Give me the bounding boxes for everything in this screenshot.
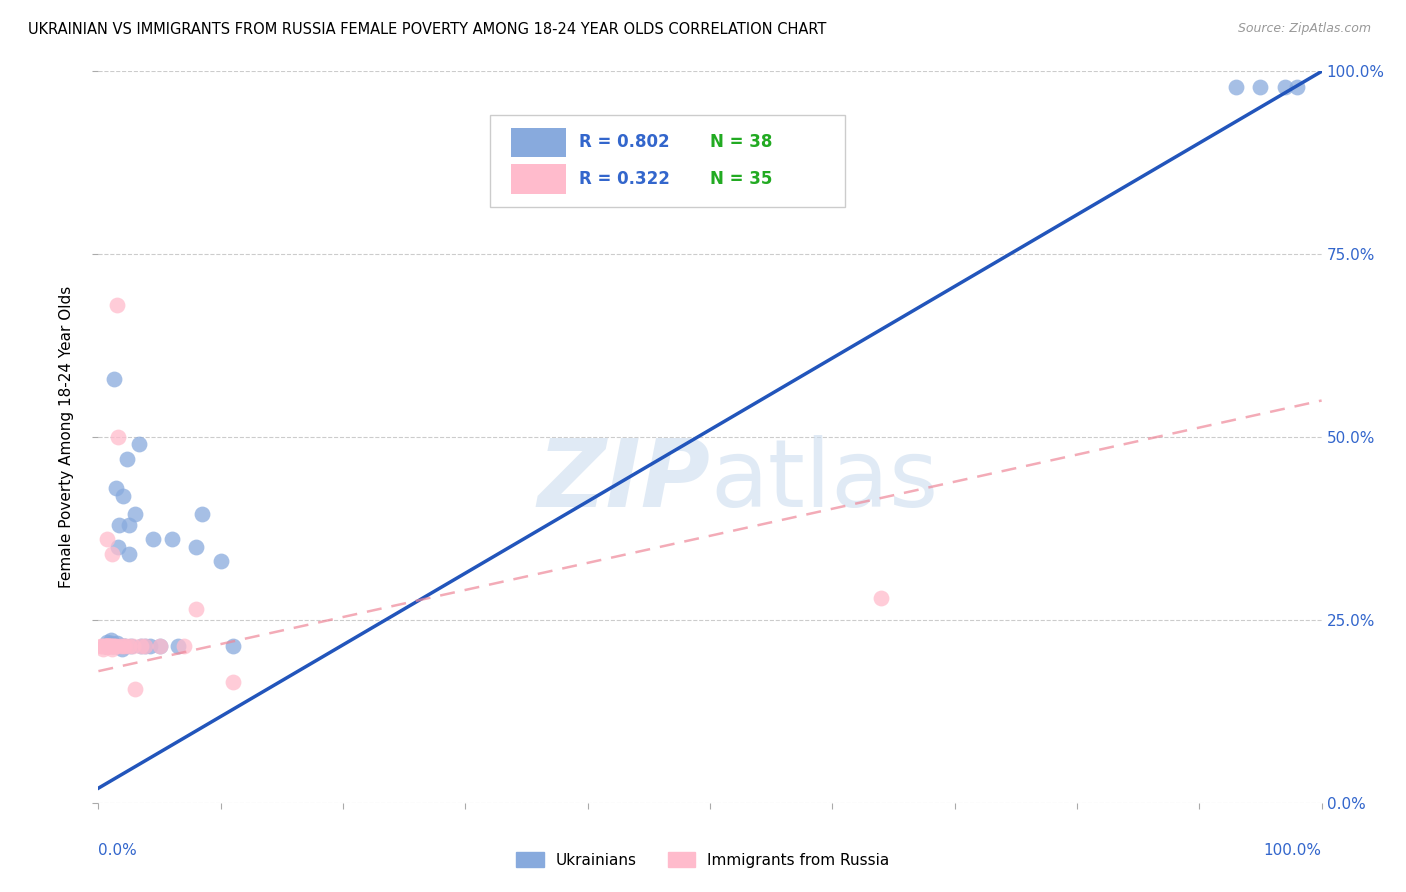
- Point: [118, 639, 141, 653]
- Point: [94, 639, 117, 653]
- Text: 100.0%: 100.0%: [1264, 843, 1322, 858]
- Point: [93, 639, 115, 653]
- Point: [91, 639, 114, 653]
- Point: [129, 639, 152, 653]
- Point: [124, 682, 146, 697]
- Point: [110, 639, 132, 653]
- Point: [103, 371, 125, 385]
- Text: N = 38: N = 38: [710, 133, 772, 152]
- Legend: Ukrainians, Immigrants from Russia: Ukrainians, Immigrants from Russia: [509, 844, 897, 875]
- Point: [104, 481, 127, 495]
- Point: [111, 489, 134, 503]
- Point: [97, 639, 120, 653]
- Point: [98, 639, 121, 653]
- Point: [139, 639, 162, 653]
- Point: [108, 517, 131, 532]
- Point: [222, 639, 245, 653]
- Point: [129, 639, 152, 653]
- Point: [142, 533, 165, 547]
- Point: [93, 639, 115, 653]
- Point: [1225, 80, 1247, 95]
- Point: [105, 298, 128, 312]
- Point: [115, 452, 138, 467]
- Point: [191, 507, 214, 521]
- Point: [91, 642, 114, 657]
- Text: UKRAINIAN VS IMMIGRANTS FROM RUSSIA FEMALE POVERTY AMONG 18-24 YEAR OLDS CORRELA: UKRAINIAN VS IMMIGRANTS FROM RUSSIA FEMA…: [28, 22, 827, 37]
- Point: [101, 642, 124, 657]
- Text: R = 0.322: R = 0.322: [579, 169, 671, 188]
- Point: [101, 639, 124, 653]
- Point: [101, 639, 124, 653]
- Point: [112, 639, 135, 653]
- Point: [149, 639, 172, 653]
- Point: [107, 430, 129, 444]
- Point: [114, 639, 136, 653]
- Point: [94, 639, 117, 653]
- Point: [103, 639, 125, 653]
- Point: [111, 642, 134, 657]
- Point: [870, 591, 893, 605]
- Point: [134, 639, 156, 653]
- Text: Source: ZipAtlas.com: Source: ZipAtlas.com: [1237, 22, 1371, 36]
- Point: [96, 639, 118, 653]
- Point: [149, 639, 172, 653]
- Point: [1274, 80, 1296, 95]
- Point: [105, 636, 128, 650]
- FancyBboxPatch shape: [510, 128, 565, 157]
- Text: 0.0%: 0.0%: [98, 843, 138, 858]
- Point: [100, 639, 122, 653]
- FancyBboxPatch shape: [489, 115, 845, 207]
- Y-axis label: Female Poverty Among 18-24 Year Olds: Female Poverty Among 18-24 Year Olds: [59, 286, 75, 588]
- Point: [134, 639, 156, 653]
- Point: [120, 639, 142, 653]
- Text: R = 0.802: R = 0.802: [579, 133, 669, 152]
- Point: [105, 639, 128, 653]
- Point: [93, 639, 115, 653]
- Point: [97, 639, 120, 653]
- Point: [186, 602, 208, 616]
- Point: [124, 507, 146, 521]
- Point: [186, 540, 208, 554]
- Point: [128, 437, 150, 451]
- Point: [107, 540, 129, 554]
- Point: [118, 517, 141, 532]
- Point: [111, 639, 134, 653]
- Point: [100, 639, 122, 653]
- Text: N = 35: N = 35: [710, 169, 772, 188]
- Point: [100, 633, 122, 648]
- Point: [160, 533, 183, 547]
- Point: [90, 639, 112, 653]
- Point: [1286, 80, 1309, 95]
- Point: [101, 547, 124, 561]
- Point: [1249, 80, 1271, 95]
- Text: atlas: atlas: [710, 435, 938, 527]
- Point: [118, 547, 141, 561]
- Point: [96, 635, 118, 649]
- FancyBboxPatch shape: [510, 164, 565, 194]
- Point: [209, 554, 232, 568]
- Point: [114, 639, 136, 653]
- Point: [100, 636, 122, 650]
- Point: [96, 533, 118, 547]
- Point: [173, 639, 195, 653]
- Point: [97, 639, 120, 653]
- Point: [98, 639, 121, 653]
- Point: [110, 639, 132, 653]
- Point: [222, 675, 245, 690]
- Point: [104, 639, 127, 653]
- Point: [167, 639, 190, 653]
- Text: ZIP: ZIP: [537, 435, 710, 527]
- Point: [121, 639, 143, 653]
